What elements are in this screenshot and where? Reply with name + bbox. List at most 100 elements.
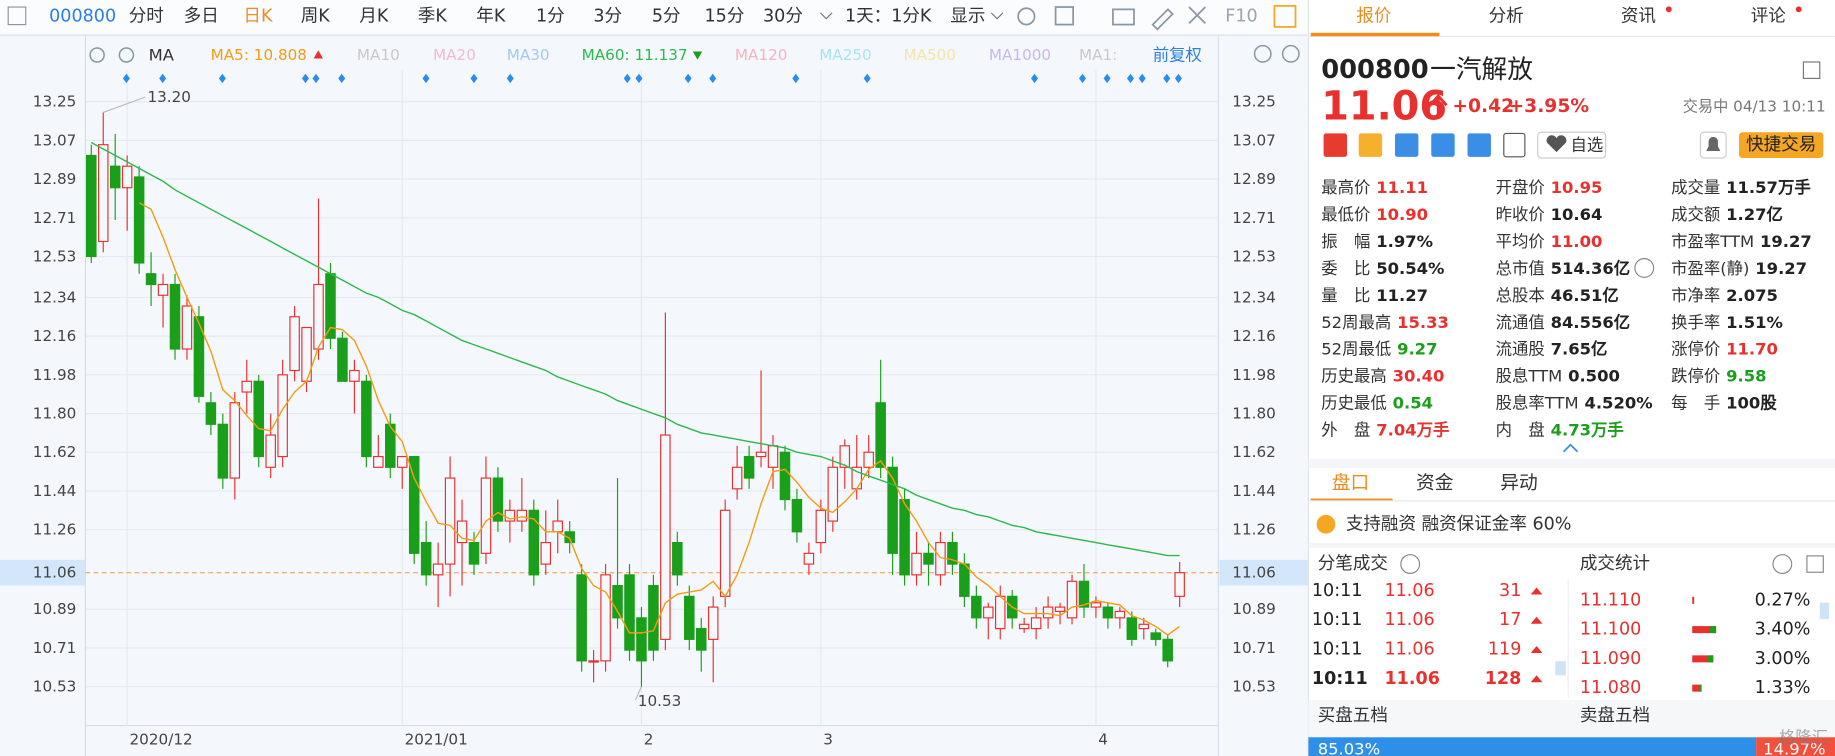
y-tick-label: 10.53 [33, 678, 77, 696]
legend-entry-inactive[interactable]: MA1000 [989, 46, 1051, 64]
event-marker[interactable] [709, 73, 717, 84]
period-tab[interactable]: 5分 [652, 6, 681, 26]
margin-icon[interactable] [1431, 133, 1455, 157]
zoom-in[interactable] [1281, 44, 1300, 63]
period-tab[interactable]: 多日 [184, 6, 219, 26]
tag-icon[interactable] [1467, 133, 1491, 157]
period-tab[interactable]: 日K [243, 6, 273, 26]
trade-direction [1530, 587, 1543, 595]
stat-item: 流通股 7.65亿 [1496, 339, 1608, 358]
event-marker[interactable] [1174, 73, 1182, 84]
panel-tab[interactable]: 异动 [1500, 473, 1537, 494]
legend-entry-inactive[interactable]: MA30 [507, 46, 550, 64]
candle-body [516, 509, 528, 522]
legend-entry-inactive[interactable]: MA1: [1079, 46, 1117, 64]
legend-entry[interactable]: MA5: 10.808 [211, 46, 307, 64]
event-marker[interactable] [1078, 73, 1087, 84]
candle-body [1126, 617, 1138, 640]
candle-body [265, 434, 276, 468]
display-select[interactable]: 显示 [950, 6, 985, 26]
legend-entry-inactive[interactable]: MA20 [433, 46, 476, 64]
legend-entry-inactive[interactable]: MA10 [357, 46, 400, 64]
stat-value: 19.27 [1760, 232, 1812, 251]
event-marker[interactable] [218, 73, 226, 84]
event-marker[interactable] [312, 73, 320, 84]
event-marker[interactable] [159, 73, 167, 84]
draw-icon[interactable] [1151, 8, 1174, 31]
price-level: 11.090 [1580, 649, 1641, 669]
trade-button[interactable] [1739, 132, 1824, 158]
layout-icon[interactable] [7, 6, 27, 26]
toolbar-icons [1017, 4, 1297, 31]
event-marker[interactable] [301, 73, 309, 84]
panel-tab[interactable]: 资金 [1416, 473, 1454, 494]
quote-tab[interactable]: 分析 [1489, 6, 1524, 26]
more-icon[interactable] [1772, 554, 1793, 575]
indicator-type[interactable]: MA [149, 46, 175, 65]
period-tab[interactable]: 1分 [536, 6, 565, 26]
indicator-close[interactable] [118, 47, 135, 63]
quote-tab[interactable]: 资讯 [1621, 6, 1656, 26]
quote-tab[interactable]: 评论 [1751, 6, 1787, 26]
stat-label: 昨收价 [1496, 205, 1545, 224]
legend-entry[interactable]: MA60: 11.137 [582, 46, 688, 64]
help-icon[interactable] [1400, 554, 1421, 575]
collapse-icon[interactable] [1806, 555, 1824, 573]
cn-icon[interactable] [1323, 133, 1347, 157]
event-marker[interactable] [470, 73, 478, 84]
period-tab[interactable]: 周K [301, 6, 331, 26]
connect-icon[interactable] [1394, 133, 1419, 157]
period-tab[interactable]: 季K [418, 6, 448, 26]
period-tab[interactable]: 分时 [129, 6, 164, 26]
trade-volume: 31 [1499, 581, 1521, 601]
scroll-indicator [1819, 602, 1830, 620]
event-marker[interactable] [1031, 73, 1039, 84]
trade-time: 10:11 [1312, 669, 1368, 689]
panel-icon[interactable] [1273, 4, 1297, 28]
box-icon[interactable] [1054, 6, 1075, 26]
event-marker[interactable] [422, 73, 430, 84]
watch-label[interactable]: 自选 [1571, 136, 1604, 155]
more-icon[interactable] [1634, 258, 1655, 278]
indicator-settings[interactable] [89, 47, 105, 63]
legend-entry-inactive[interactable]: MA120 [735, 46, 788, 64]
y-tick-label: 13.07 [33, 131, 77, 149]
camera-icon[interactable] [1112, 8, 1135, 26]
period-tab[interactable]: 月K [359, 6, 389, 26]
legend-entry-inactive[interactable]: MA250 [819, 46, 872, 64]
stat-label: 振 幅 [1321, 232, 1370, 251]
event-marker[interactable] [863, 73, 871, 84]
collapse-arrow[interactable] [1562, 443, 1579, 453]
stat-item: 流通值 84.556亿 [1496, 312, 1631, 331]
f10-button[interactable]: F10 [1225, 6, 1257, 26]
period-tab[interactable]: 3分 [593, 6, 622, 26]
event-marker[interactable] [792, 73, 800, 84]
flash-icon[interactable] [1358, 133, 1383, 157]
trade-label[interactable]: 快捷交易 [1746, 135, 1816, 155]
note-icon[interactable] [1503, 132, 1526, 158]
event-marker[interactable] [506, 73, 514, 84]
fullscreen-icon[interactable] [1188, 6, 1207, 25]
event-marker[interactable] [635, 73, 643, 84]
event-marker[interactable] [1126, 73, 1135, 84]
collapse-icon[interactable] [1802, 61, 1821, 79]
period-tab[interactable]: 15分 [705, 6, 745, 26]
notify-dot [1795, 6, 1802, 13]
event-marker[interactable] [1163, 73, 1171, 84]
share-label: 1.33% [1755, 678, 1811, 698]
panel-tab[interactable]: 盘口 [1332, 473, 1369, 494]
period-tab[interactable]: 年K [476, 6, 506, 26]
legend-entry-inactive[interactable]: MA500 [903, 46, 956, 64]
zoom-out[interactable] [1253, 44, 1272, 63]
period-select[interactable]: 1天：1分K [845, 6, 932, 26]
period-tab[interactable]: 30分 [763, 6, 803, 26]
active-tab-underline [1310, 32, 1440, 37]
quote-tab[interactable]: 报价 [1356, 6, 1392, 26]
quote-code: 000800 [1321, 55, 1428, 85]
x-tick-label: 3 [823, 731, 833, 749]
settings-icon[interactable] [1017, 7, 1036, 26]
event-marker[interactable] [684, 73, 692, 84]
event-marker[interactable] [623, 73, 631, 84]
adjust-mode[interactable]: 前复权 [1153, 46, 1202, 65]
event-marker[interactable] [1103, 73, 1111, 84]
